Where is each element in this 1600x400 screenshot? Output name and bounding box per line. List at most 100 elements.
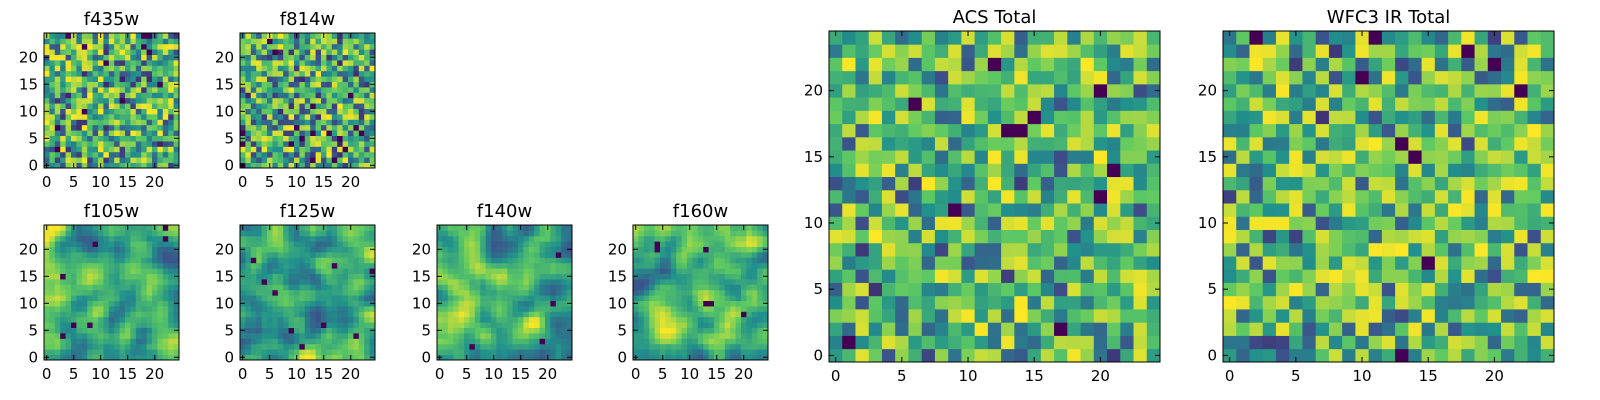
heatmap-cell: [114, 327, 120, 334]
heatmap-cell: [496, 354, 503, 361]
heatmap-cell: [157, 354, 164, 361]
heatmap-cell: [108, 81, 115, 88]
heatmap-cell: [687, 349, 693, 355]
heatmap-cell: [1054, 216, 1068, 230]
heatmap-cell: [746, 262, 753, 269]
heatmap-cell: [141, 241, 147, 247]
heatmap-cell: [550, 262, 557, 269]
heatmap-cell: [676, 311, 682, 318]
heatmap-cell: [507, 349, 513, 355]
heatmap-cell: [310, 295, 316, 301]
heatmap-cell: [267, 114, 273, 120]
heatmap-cell: [469, 252, 476, 258]
heatmap-cell: [708, 333, 715, 339]
heatmap-cell: [152, 262, 158, 269]
heatmap-cell: [458, 306, 465, 312]
heatmap-cell: [103, 33, 110, 39]
heatmap-cell: [442, 279, 449, 285]
heatmap-cell: [453, 327, 459, 334]
heatmap-cell: [545, 311, 551, 318]
heatmap-cell: [65, 108, 72, 115]
heatmap-cell: [65, 33, 72, 39]
heatmap-cell: [60, 289, 66, 296]
heatmap-cell: [98, 246, 104, 253]
heatmap-cell: [299, 49, 306, 55]
heatmap-cell: [746, 230, 753, 237]
heatmap-cell: [1342, 295, 1356, 310]
heatmap-cell: [523, 322, 530, 328]
heatmap-cell: [256, 300, 262, 307]
heatmap-cell: [119, 141, 126, 147]
heatmap-cell: [633, 279, 639, 285]
heatmap-cell: [480, 316, 486, 323]
heatmap-cell: [152, 146, 158, 153]
heatmap-cell: [92, 157, 99, 163]
heatmap-cell: [1514, 295, 1528, 310]
heatmap-cell: [49, 43, 56, 50]
heatmap-cell: [534, 268, 540, 274]
heatmap-cell: [1067, 123, 1081, 138]
heatmap-cell: [342, 306, 349, 312]
heatmap-cell: [724, 327, 731, 334]
heatmap-cell: [1328, 189, 1343, 204]
heatmap-cell: [881, 57, 896, 72]
heatmap-cell: [735, 262, 742, 269]
heatmap-cell: [49, 295, 56, 301]
heatmap-cell: [272, 135, 279, 142]
heatmap-cell: [1302, 282, 1317, 297]
heatmap-cell: [44, 338, 50, 345]
heatmap-cell: [1080, 163, 1095, 178]
heatmap-cell: [762, 322, 769, 328]
heatmap-cell: [1381, 335, 1396, 350]
heatmap-cell: [98, 103, 104, 109]
heatmap-cell: [310, 87, 316, 93]
heatmap-cell: [92, 225, 99, 231]
heatmap-cell: [358, 235, 365, 242]
heatmap-cell: [168, 306, 174, 312]
heatmap-cell: [162, 235, 169, 242]
heatmap-cell: [1434, 189, 1449, 204]
heatmap-cell: [92, 119, 99, 126]
heatmap-cell: [71, 87, 77, 93]
heatmap-cell: [358, 135, 365, 142]
heatmap-cell: [697, 252, 704, 258]
heatmap-cell: [337, 354, 343, 361]
heatmap-cell: [654, 289, 661, 296]
heatmap-cell: [987, 57, 1002, 72]
heatmap-cells: [44, 33, 180, 169]
heatmap-cell: [643, 316, 650, 323]
heatmap-cell: [1302, 216, 1317, 230]
heatmap-cell: [1289, 282, 1303, 297]
heatmap-cell: [114, 257, 120, 264]
heatmap-cell: [245, 108, 252, 115]
heatmap-cell: [250, 279, 257, 285]
heatmap-cell: [545, 338, 551, 345]
heatmap-cell: [304, 306, 311, 312]
heatmap-cell: [304, 311, 311, 318]
heatmap-cell: [326, 349, 333, 355]
heatmap-cell: [87, 235, 93, 242]
heatmap-cell: [240, 338, 246, 345]
heatmap-cell: [934, 269, 949, 283]
heatmap-cell: [1054, 335, 1068, 350]
heatmap-cell: [277, 241, 284, 247]
heatmap-cell: [485, 289, 492, 296]
heatmap-cell: [358, 162, 365, 169]
heatmap-cell: [746, 252, 753, 258]
heatmap-cell: [730, 322, 736, 328]
heatmap-cell: [987, 189, 1002, 204]
heatmap-cell: [108, 141, 115, 147]
heatmap-cell: [81, 225, 88, 231]
heatmap-cell: [152, 246, 158, 253]
heatmap-cell: [353, 327, 360, 334]
heatmap-cell: [364, 43, 370, 50]
heatmap-cell: [272, 289, 279, 296]
heatmap-cell: [358, 284, 365, 291]
heatmap-cell: [480, 273, 486, 280]
heatmap-cell: [71, 81, 77, 88]
heatmap-cell: [256, 246, 262, 253]
heatmap-cell: [458, 354, 465, 361]
heatmap-cell: [948, 44, 962, 58]
heatmap-cell: [550, 241, 557, 247]
heatmap-cell: [288, 289, 295, 296]
